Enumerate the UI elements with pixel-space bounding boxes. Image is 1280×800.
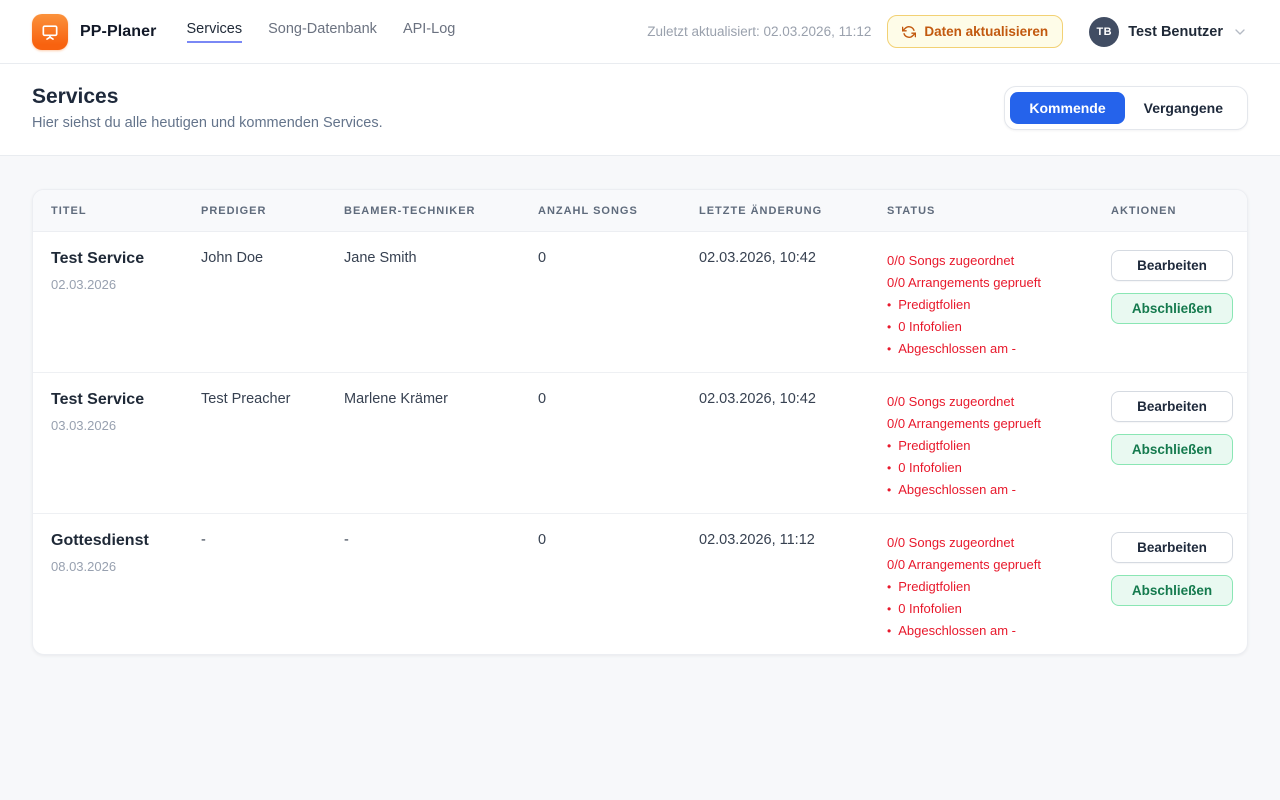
topbar: PP-Planer Services Song-Datenbank API-Lo… bbox=[0, 0, 1280, 64]
beamer-technician-cell: Jane Smith bbox=[344, 250, 417, 267]
user-name: Test Benutzer bbox=[1128, 23, 1223, 40]
last-change-cell: 02.03.2026, 10:42 bbox=[699, 391, 816, 408]
table-body: Test Service 02.03.2026 John Doe Jane Sm… bbox=[33, 232, 1247, 654]
refresh-icon bbox=[902, 25, 917, 39]
status-bullet-abgeschlossen: Abgeschlossen am - bbox=[887, 338, 1085, 360]
status-arrangements: 0/0 Arrangements geprueft bbox=[887, 416, 1041, 432]
chevron-down-icon bbox=[1232, 24, 1248, 40]
status-bullet-predigtfolien: Predigtfolien bbox=[887, 294, 1085, 316]
table-header-row: TITEL PREDIGER BEAMER-TECHNIKER ANZAHL S… bbox=[33, 190, 1247, 233]
presentation-icon bbox=[40, 22, 60, 42]
header-status: STATUS bbox=[887, 205, 936, 218]
user-menu[interactable]: TB Test Benutzer bbox=[1089, 16, 1248, 47]
refresh-data-button[interactable]: Daten aktualisieren bbox=[887, 15, 1064, 48]
app-logo bbox=[32, 13, 68, 50]
title-cell: Gottesdienst 08.03.2026 bbox=[33, 514, 183, 654]
status-cell: 0/0 Songs zugeordnet 0/0 Arrangements ge… bbox=[869, 373, 1093, 513]
nav-item-api-log[interactable]: API-Log bbox=[402, 20, 456, 37]
status-arrangements: 0/0 Arrangements geprueft bbox=[887, 275, 1041, 291]
title-cell: Test Service 03.03.2026 bbox=[33, 373, 183, 513]
table-row: Test Service 03.03.2026 Test Preacher Ma… bbox=[33, 373, 1247, 515]
beamer-technician-cell: - bbox=[344, 532, 349, 549]
table-row: Test Service 02.03.2026 John Doe Jane Sm… bbox=[33, 232, 1247, 374]
actions-cell: Bearbeiten Abschließen bbox=[1093, 232, 1247, 372]
service-title: Gottesdienst bbox=[51, 532, 149, 550]
actions-cell: Bearbeiten Abschließen bbox=[1093, 514, 1247, 654]
refresh-button-label: Daten aktualisieren bbox=[924, 24, 1049, 39]
status-songs: 0/0 Songs zugeordnet bbox=[887, 535, 1015, 551]
status-bullet-abgeschlossen: Abgeschlossen am - bbox=[887, 479, 1085, 501]
edit-button[interactable]: Bearbeiten bbox=[1111, 250, 1233, 282]
avatar: TB bbox=[1089, 16, 1120, 47]
status-arrangements: 0/0 Arrangements geprueft bbox=[887, 557, 1041, 573]
songs-count-cell: 0 bbox=[538, 391, 547, 408]
service-title: Test Service bbox=[51, 250, 145, 268]
header-letzte-aenderung: LETZTE ÄNDERUNG bbox=[699, 205, 823, 218]
last-change-cell: 02.03.2026, 11:12 bbox=[699, 532, 815, 549]
status-bullet-infofolien: 0 Infofolien bbox=[887, 598, 1085, 620]
content-area: TITEL PREDIGER BEAMER-TECHNIKER ANZAHL S… bbox=[0, 156, 1280, 688]
header-aktionen: AKTIONEN bbox=[1111, 205, 1177, 218]
status-cell: 0/0 Songs zugeordnet 0/0 Arrangements ge… bbox=[869, 514, 1093, 654]
nav-item-song-datenbank[interactable]: Song-Datenbank bbox=[268, 20, 377, 37]
edit-button[interactable]: Bearbeiten bbox=[1111, 391, 1233, 423]
status-cell: 0/0 Songs zugeordnet 0/0 Arrangements ge… bbox=[869, 232, 1093, 372]
main-nav: Services Song-Datenbank API-Log bbox=[186, 20, 456, 43]
complete-button[interactable]: Abschließen bbox=[1111, 434, 1233, 466]
status-bullet-predigtfolien: Predigtfolien bbox=[887, 576, 1085, 598]
preacher-cell: - bbox=[201, 532, 206, 549]
preacher-cell: Test Preacher bbox=[201, 391, 291, 408]
status-songs: 0/0 Songs zugeordnet bbox=[887, 394, 1015, 410]
nav-item-services[interactable]: Services bbox=[186, 21, 243, 43]
services-table: TITEL PREDIGER BEAMER-TECHNIKER ANZAHL S… bbox=[32, 189, 1248, 656]
header-titel: TITEL bbox=[51, 205, 87, 218]
service-date: 08.03.2026 bbox=[51, 559, 117, 575]
last-updated-text: Zuletzt aktualisiert: 02.03.2026, 11:12 bbox=[647, 24, 872, 39]
status-bullet-infofolien: 0 Infofolien bbox=[887, 457, 1085, 479]
table-row: Gottesdienst 08.03.2026 - - 0 02.03.2026… bbox=[33, 514, 1247, 654]
filter-upcoming-button[interactable]: Kommende bbox=[1010, 91, 1125, 124]
filter-past-button[interactable]: Vergangene bbox=[1125, 92, 1242, 124]
status-bullet-predigtfolien: Predigtfolien bbox=[887, 435, 1085, 457]
page-title: Services bbox=[32, 85, 119, 108]
service-title: Test Service bbox=[51, 391, 145, 409]
service-filter-toggle: Kommende Vergangene bbox=[1004, 85, 1248, 130]
beamer-technician-cell: Marlene Krämer bbox=[344, 391, 448, 408]
header-anzahl-songs: ANZAHL SONGS bbox=[538, 205, 638, 218]
title-cell: Test Service 02.03.2026 bbox=[33, 232, 183, 372]
last-change-cell: 02.03.2026, 10:42 bbox=[699, 250, 816, 267]
service-date: 03.03.2026 bbox=[51, 418, 117, 434]
service-date: 02.03.2026 bbox=[51, 277, 117, 293]
edit-button[interactable]: Bearbeiten bbox=[1111, 532, 1233, 564]
app-title: PP-Planer bbox=[80, 22, 157, 40]
complete-button[interactable]: Abschließen bbox=[1111, 293, 1233, 325]
status-bullet-infofolien: 0 Infofolien bbox=[887, 316, 1085, 338]
page-subtitle: Hier siehst du alle heutigen und kommend… bbox=[32, 115, 383, 132]
header-beamer-techniker: BEAMER-TECHNIKER bbox=[344, 205, 476, 218]
preacher-cell: John Doe bbox=[201, 250, 264, 267]
status-bullet-abgeschlossen: Abgeschlossen am - bbox=[887, 620, 1085, 642]
topbar-right: Zuletzt aktualisiert: 02.03.2026, 11:12 … bbox=[647, 15, 1248, 48]
actions-cell: Bearbeiten Abschließen bbox=[1093, 373, 1247, 513]
header-prediger: PREDIGER bbox=[201, 205, 267, 218]
songs-count-cell: 0 bbox=[538, 250, 547, 267]
songs-count-cell: 0 bbox=[538, 532, 547, 549]
status-songs: 0/0 Songs zugeordnet bbox=[887, 253, 1015, 269]
page-header: Services Hier siehst du alle heutigen un… bbox=[0, 64, 1280, 157]
page-header-text: Services Hier siehst du alle heutigen un… bbox=[32, 84, 383, 131]
complete-button[interactable]: Abschließen bbox=[1111, 575, 1233, 607]
